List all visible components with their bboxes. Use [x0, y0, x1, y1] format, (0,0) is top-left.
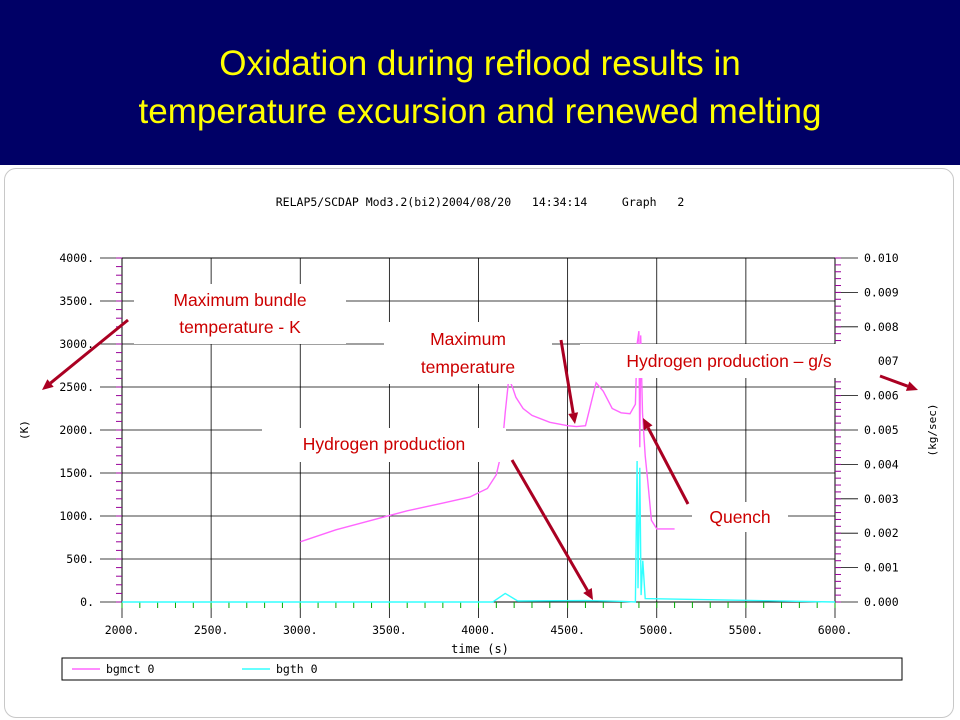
- y-left-tick-label: 4000.: [59, 251, 94, 265]
- annotation-arrow-1: [559, 339, 575, 414]
- y-right-tick-label: 0.002: [864, 526, 899, 540]
- y-left-tick-label: 3500.: [59, 294, 94, 308]
- x-tick-label: 2500.: [194, 623, 229, 637]
- y-right-tick-label: 0.003: [864, 492, 899, 506]
- y-right-tick-label: 0.008: [864, 320, 899, 334]
- title-banner: [0, 0, 960, 165]
- y-right-tick-label: 0.005: [864, 423, 899, 437]
- annotation-label-3: Hydrogen production: [303, 434, 465, 454]
- annotations: Maximum bundle temperature - K Maximum temp…: [42, 284, 918, 600]
- chart-title: RELAP5/SCDAP Mod3.2(bi2)2004/08/20 14:34…: [276, 195, 685, 209]
- y-left-tick-labels: 4000. 3500. 3000. 2500. 2000. 1500. 1000. 500. 0…: [59, 251, 94, 609]
- annotation-arrow-2: [879, 374, 909, 388]
- y-axis-label-left: (K): [18, 420, 31, 440]
- slide-title: Oxidation during reflood results in temp…: [0, 40, 960, 136]
- y-left-tick-label: 1000.: [59, 509, 94, 523]
- chart-frame: [4, 168, 954, 718]
- x-tick-label: 4500.: [550, 623, 585, 637]
- y-right-tick-label: 0.000: [864, 595, 899, 609]
- x-tick-label: 3000.: [283, 623, 318, 637]
- y-right-tick-label: 0.004: [864, 457, 899, 471]
- y-right-tick-label: 0.001: [864, 561, 899, 575]
- annotation-background-3: [262, 428, 506, 462]
- legend-label-1: bgth 0: [276, 662, 318, 676]
- annotation-arrowhead-3: [583, 588, 593, 600]
- y-right-tick-labels: 0.0100.0090.0080.0070.0060.0050.0040.003…: [864, 251, 899, 609]
- y-left-tick-label: 2000.: [59, 423, 94, 437]
- y-right-tick-label: 0.010: [864, 251, 899, 265]
- x-axis-label: time (s): [451, 642, 509, 656]
- x-tick-label: 3500.: [372, 623, 407, 637]
- y-right-tick-label: 0.006: [864, 389, 899, 403]
- x-tick-label: 6000.: [818, 623, 853, 637]
- y-left-tick-label: 500.: [66, 552, 94, 566]
- x-tick-label: 5500.: [729, 623, 764, 637]
- y-left-tick-label: 2500.: [59, 380, 94, 394]
- annotation-label-1: temperature: [421, 357, 515, 377]
- x-tick-label: 5000.: [639, 623, 674, 637]
- legend: bgmct 0 bgth 0: [72, 662, 318, 676]
- annotation-label-0: temperature - K: [179, 317, 301, 337]
- annotation-label-2: Hydrogen production – g/s: [626, 351, 832, 371]
- annotation-label-0: Maximum bundle: [173, 290, 306, 310]
- x-tick-labels: 2000. 2500. 3000. 3500. 4000. 4500. 5000. 5500.…: [105, 623, 853, 637]
- x-tick-label: 2000.: [105, 623, 140, 637]
- annotation-arrowhead-4: [643, 418, 653, 431]
- title-line-2: temperature excursion and renewed meltin…: [138, 92, 822, 131]
- annotation-background-4: [692, 502, 788, 532]
- annotation-arrowhead-1: [568, 412, 579, 424]
- legend-box: [61, 657, 903, 681]
- axis-ticks: [100, 257, 858, 618]
- annotation-background-1: [384, 322, 552, 384]
- annotation-background-0: [134, 284, 346, 344]
- annotation-label-1: Maximum: [430, 329, 506, 349]
- annotation-background-2: [580, 344, 878, 378]
- legend-label-0: bgmct 0: [106, 662, 155, 676]
- annotation-arrow-3: [510, 459, 589, 592]
- annotation-arrowhead-0: [42, 379, 54, 390]
- annotation-arrow-0: [49, 318, 129, 385]
- annotation-arrow-4: [646, 427, 690, 505]
- series-line-1: [122, 460, 836, 603]
- y-left-tick-label: 1500.: [59, 466, 94, 480]
- annotation-label-4: Quench: [709, 507, 770, 527]
- y-left-tick-label: 0.: [80, 595, 94, 609]
- annotation-arrowhead-2: [905, 381, 918, 391]
- y-right-tick-label: 0.009: [864, 285, 899, 299]
- y-axis-label-right: (kg/sec): [926, 404, 939, 457]
- y-left-tick-label: 3000.: [59, 337, 94, 351]
- title-line-1: Oxidation during reflood results in: [219, 44, 741, 83]
- x-tick-label: 4000.: [461, 623, 496, 637]
